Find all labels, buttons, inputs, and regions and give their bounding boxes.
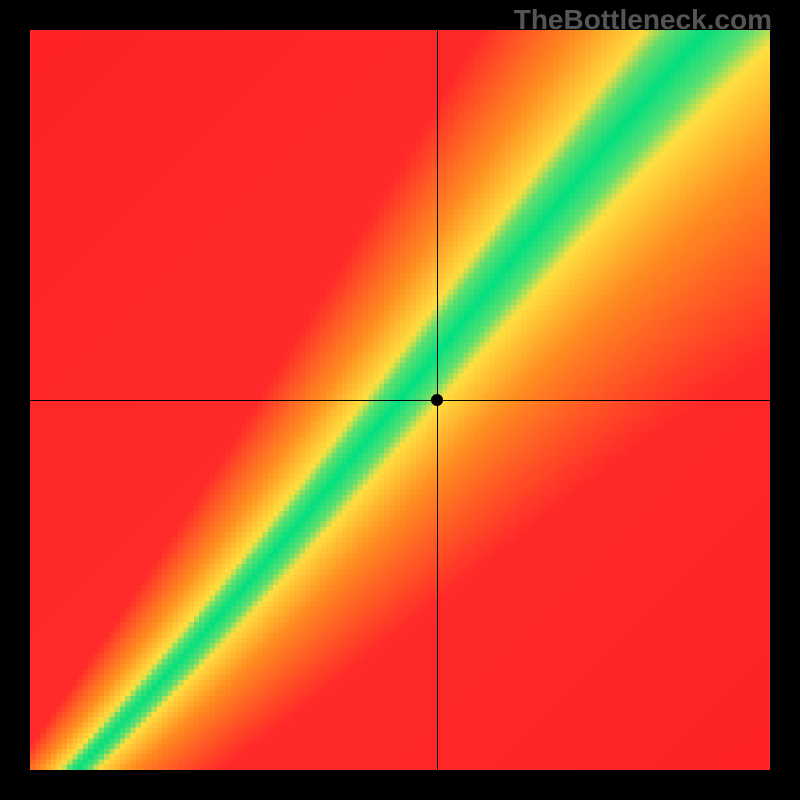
crosshair-horizontal	[30, 400, 770, 401]
selection-marker-dot[interactable]	[431, 394, 443, 406]
watermark-text: TheBottleneck.com	[514, 4, 772, 36]
bottleneck-heatmap-container: { "frame": { "outer_w": 800, "outer_h": …	[0, 0, 800, 800]
